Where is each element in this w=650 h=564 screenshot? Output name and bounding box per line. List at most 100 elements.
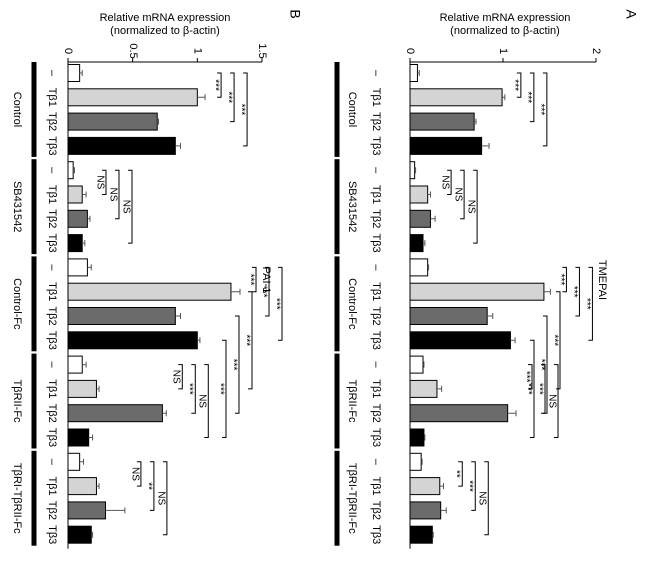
bar [409,88,503,107]
comparison-bracket [248,291,253,390]
bar [67,209,88,228]
category-label: Tβ1 [46,88,58,107]
bar [409,355,424,374]
significance-label: *** [270,298,281,310]
bar [409,428,425,447]
error-bar [82,361,87,368]
category-label: – [46,167,58,174]
significance-label: NS [465,200,476,214]
significance-bracket [542,72,548,147]
significance-label: *** [520,371,531,383]
error-bar [423,361,425,368]
tick-label: 1 [497,48,509,54]
bar [67,258,88,277]
group-bar [31,353,37,449]
error-bar [414,167,417,174]
bar [67,112,158,131]
category-label: Tβ2 [46,501,58,520]
bar [409,258,429,277]
group-label: TβRI-TβRII-Fc [11,463,23,534]
significance-bracket [252,266,257,293]
significance-label: NS [129,467,140,481]
category-label: Tβ3 [46,234,58,253]
category-label: Tβ3 [46,525,58,544]
category-label: – [46,459,58,466]
group-bar [31,450,37,546]
category-label: – [370,70,382,77]
significance-bracket [230,72,235,123]
significance-bracket [473,169,478,244]
category-label: Tβ3 [370,525,382,544]
bar [409,136,483,155]
category-label: – [46,70,58,77]
bar [67,185,83,204]
category-label: Tβ3 [46,428,58,447]
error-bar [88,434,94,441]
error-bar [487,313,494,319]
significance-label: NS [197,394,208,408]
significance-label: *** [522,91,533,103]
significance-bracket [588,266,593,341]
significance-bracket [114,169,120,220]
significance-label: *** [209,79,220,91]
error-bar [96,483,100,490]
bar [409,331,511,350]
axis-title: Relative mRNA expression [100,12,231,24]
significance-label: NS [120,200,131,214]
significance-label: *** [535,104,546,116]
error-bar [197,94,206,101]
bar [67,525,92,544]
error-bar [423,240,426,247]
category-label: Tβ2 [370,404,382,423]
significance-label: NS [155,491,166,505]
category-label: Tβ1 [46,477,58,496]
bar [409,501,442,520]
category-label: Tβ1 [370,477,382,496]
error-bar [507,410,517,417]
category-label: – [370,264,382,271]
tick-label: 2 [590,48,602,54]
bar [67,331,198,350]
significance-label: NS [107,188,118,202]
error-bar [543,288,551,295]
error-bar [197,337,201,344]
error-bar [481,142,490,149]
error-bar [502,94,506,101]
comparison-label: *** [227,359,238,371]
group-bar [31,256,37,352]
error-bar [91,531,94,538]
significance-bracket [562,266,567,293]
bar [67,501,107,520]
axis-title: (normalized to β-actin) [450,25,560,37]
group-label: TβRII-Fc [346,380,358,423]
category-label: Tβ2 [46,112,58,131]
bar [409,452,422,471]
bar [67,88,198,107]
bar [409,477,441,496]
error-bar [427,264,430,271]
group-bar [334,353,340,449]
error-bar [82,191,87,198]
category-label: – [370,459,382,466]
significance-bracket [265,266,270,317]
error-bar [79,458,85,465]
group-label: SB431542 [346,181,358,232]
category-label: Tβ1 [370,185,382,204]
bar [409,379,438,398]
significance-label: NS [452,188,463,202]
group-label: Control [11,92,23,127]
significance-label: *** [555,274,566,286]
bar [409,64,418,82]
error-bar [510,337,516,344]
bar [67,307,176,325]
error-bar [82,240,86,247]
significance-bracket [204,364,209,438]
significance-label: ** [451,470,462,478]
bar [67,477,97,496]
significance-bracket [136,461,142,487]
category-label: Tβ1 [46,282,58,301]
group-label: TβRI-TβRII-Fc [346,463,358,534]
significance-label: ** [142,482,153,490]
tick-label: 0 [404,48,416,54]
significance-bracket [101,169,107,195]
